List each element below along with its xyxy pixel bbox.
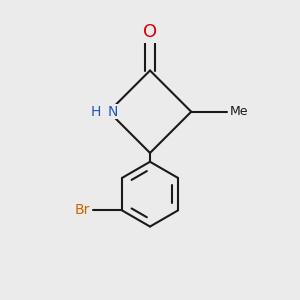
Text: N: N xyxy=(107,105,118,119)
Text: Me: Me xyxy=(230,105,248,118)
Text: H: H xyxy=(91,105,101,119)
Text: O: O xyxy=(143,23,157,41)
Text: Br: Br xyxy=(74,203,90,218)
